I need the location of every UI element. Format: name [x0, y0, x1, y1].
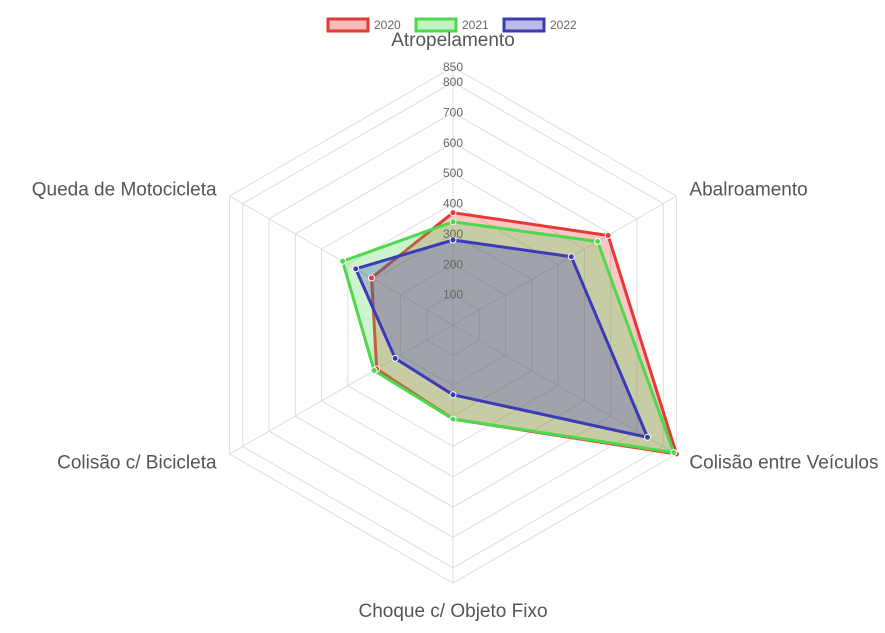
- point-2021-1[interactable]: [594, 238, 602, 246]
- legend-swatch-2020[interactable]: [326, 17, 370, 33]
- legend-label-2022[interactable]: 2022: [550, 18, 577, 32]
- legend-label-2021[interactable]: 2021: [462, 18, 489, 32]
- tick-label-6: 700: [443, 106, 463, 120]
- point-2022-4[interactable]: [391, 354, 399, 362]
- point-2021-4[interactable]: [370, 367, 378, 375]
- axis-label-3: Choque c/ Objeto Fixo: [358, 601, 547, 622]
- tick-label-1: 200: [443, 257, 463, 271]
- spoke-2: [452, 324, 677, 455]
- spoke-4: [229, 324, 454, 455]
- point-2021-5[interactable]: [339, 257, 347, 265]
- point-2020-1[interactable]: [604, 231, 612, 239]
- spoke-1: [452, 195, 677, 326]
- legend-swatch-2022[interactable]: [502, 17, 546, 33]
- tick-label-2: 300: [443, 227, 463, 241]
- tick-label-5: 600: [443, 136, 463, 150]
- point-2020-0[interactable]: [449, 209, 457, 217]
- axis-labels: Atropelamento Abalroamento Colisão entre V…: [32, 30, 879, 622]
- legend: 2020 2021 2022: [326, 17, 577, 33]
- point-2022-5[interactable]: [352, 265, 360, 273]
- axis-label-1: Abalroamento: [689, 180, 807, 201]
- point-2022-2[interactable]: [644, 433, 652, 441]
- point-2020-5[interactable]: [368, 274, 376, 282]
- axis-label-0: Atropelamento: [391, 30, 515, 51]
- legend-label-2020[interactable]: 2020: [374, 18, 401, 32]
- point-2021-3[interactable]: [449, 415, 457, 423]
- axis-label-4: Colisão c/ Bicicleta: [57, 453, 217, 474]
- tick-label-0: 100: [443, 288, 463, 302]
- point-2022-3[interactable]: [449, 391, 457, 399]
- point-2021-0[interactable]: [449, 218, 457, 226]
- radar-grid: [229, 66, 677, 584]
- tick-label-4: 500: [443, 166, 463, 180]
- point-2021-2[interactable]: [670, 448, 678, 456]
- axis-label-5: Queda de Motocicleta: [32, 180, 217, 201]
- tick-label-3: 400: [443, 197, 463, 211]
- tick-label-7: 800: [443, 75, 463, 89]
- legend-swatch-2021[interactable]: [414, 17, 458, 33]
- point-2022-1[interactable]: [567, 253, 575, 261]
- point-2022-0[interactable]: [449, 236, 457, 244]
- axis-label-2: Colisão entre Veículos: [689, 453, 878, 474]
- tick-label-8: 850: [443, 60, 463, 74]
- series-layer: [339, 209, 680, 458]
